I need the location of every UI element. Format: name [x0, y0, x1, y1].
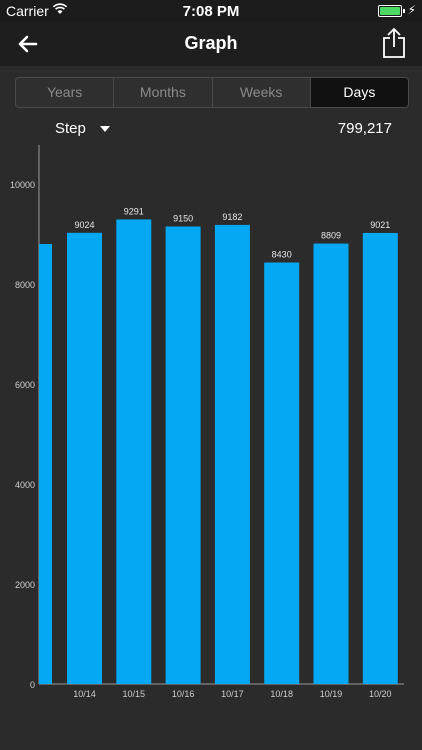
- wifi-icon: [52, 3, 68, 14]
- segment-months[interactable]: Months: [114, 78, 213, 107]
- y-tick-label: 6000: [15, 380, 35, 390]
- x-tick-label: 10/18: [270, 689, 293, 699]
- status-bar: Carrier 7:08 PM ⚡: [0, 0, 422, 22]
- nav-bar: Graph: [0, 22, 422, 66]
- y-tick-label: 4000: [15, 480, 35, 490]
- metric-dropdown[interactable]: Step: [55, 120, 110, 137]
- bar: [362, 232, 398, 684]
- bar-value-label: 9150: [173, 214, 193, 224]
- segment-years[interactable]: Years: [16, 78, 115, 107]
- y-tick-label: 10000: [10, 180, 35, 190]
- total-value: 799,217: [337, 120, 392, 137]
- bar: [264, 262, 300, 684]
- charging-icon: ⚡: [407, 3, 416, 17]
- bar: [39, 244, 52, 684]
- y-tick-label: 2000: [15, 580, 35, 590]
- battery-icon: [378, 5, 405, 17]
- x-tick-label: 10/19: [320, 689, 343, 699]
- bar: [165, 226, 201, 684]
- bar: [67, 232, 102, 685]
- share-icon[interactable]: [382, 27, 406, 59]
- period-segmented-control: Years Months Weeks Days: [15, 77, 409, 108]
- x-tick-label: 10/17: [221, 689, 244, 699]
- segment-weeks[interactable]: Weeks: [213, 78, 311, 107]
- segment-days[interactable]: Days: [310, 78, 408, 107]
- bar-value-label: 8809: [321, 231, 341, 241]
- y-tick-label: 0: [30, 680, 35, 690]
- x-tick-label: 10/15: [123, 689, 146, 699]
- chevron-down-icon: [99, 126, 110, 133]
- bar-chart: 0 2000 4000 6000 8000 10000 9024 10/14 9291 10/15…: [10, 145, 404, 699]
- back-arrow-icon[interactable]: [14, 30, 42, 58]
- bar: [116, 219, 152, 684]
- bar: [214, 224, 250, 684]
- x-tick-label: 10/20: [369, 689, 392, 699]
- x-tick-label: 10/14: [73, 689, 96, 699]
- page-title: Graph: [184, 33, 238, 53]
- bar-value-label: 9291: [124, 206, 144, 216]
- bar-value-label: 9182: [222, 212, 242, 222]
- clock: 7:08 PM: [182, 3, 240, 20]
- bar-value-label: 9021: [370, 220, 390, 230]
- bar-value-label: 8430: [272, 250, 292, 260]
- metric-label: Step: [55, 120, 86, 137]
- bar: [313, 243, 349, 685]
- bar-value-label: 9024: [74, 220, 94, 230]
- x-tick-label: 10/16: [172, 689, 195, 699]
- y-tick-label: 8000: [15, 280, 35, 290]
- carrier-label: Carrier: [6, 3, 49, 19]
